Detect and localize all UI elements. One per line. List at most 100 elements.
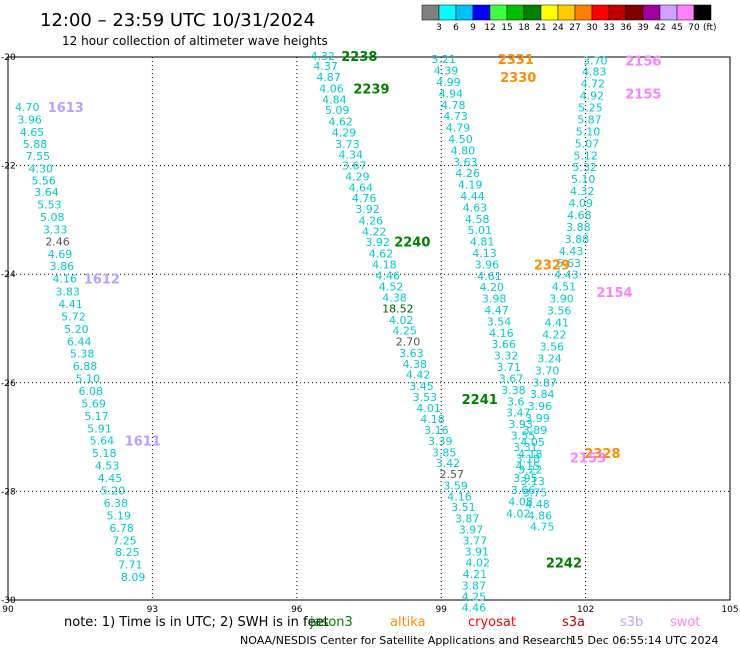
wave-height-value: 3.55 — [511, 429, 536, 442]
wave-height-value: 3.85 — [432, 446, 457, 459]
wave-height-value: 3.22 — [518, 464, 543, 477]
wave-height-value: 4.50 — [448, 133, 473, 146]
wave-height-value: 4.41 — [58, 298, 83, 311]
colorbar-label: 24 — [552, 23, 564, 33]
footer-note: note: 1) Time is in UTC; 2) SWH is in fe… — [64, 615, 329, 630]
wave-height-value: 3.51 — [451, 501, 476, 514]
wave-height-value: 4.21 — [463, 568, 488, 581]
wave-height-value: 3.91 — [465, 546, 490, 559]
wave-height-value: 4.02 — [389, 314, 414, 327]
colorbar-swatch — [540, 4, 559, 21]
x-tick-labels: 90 93 96 99 102 105 — [2, 605, 738, 615]
wave-height-value: 3.95 — [513, 472, 538, 485]
wave-height-value: 4.51 — [552, 281, 577, 294]
wave-height-value: 4.79 — [446, 122, 471, 135]
wave-height-value: 3.93 — [508, 418, 533, 431]
wave-height-value: 3.73 — [335, 138, 360, 151]
footer-credit: NOAA/NESDIS Center for Satellite Applica… — [240, 634, 573, 647]
wave-height-value: 3.83 — [55, 286, 80, 299]
wave-height-value: 3.96 — [17, 113, 42, 126]
wave-height-value: 3.56 — [540, 340, 565, 353]
wave-height-value: 5.91 — [87, 422, 112, 435]
wave-height-value: 3.63 — [399, 347, 424, 360]
pass-number-label: 2240 — [394, 236, 430, 251]
wave-height-value: 3.38 — [501, 384, 526, 397]
pass-number-label: 2239 — [353, 82, 389, 97]
wave-height-value: 3.13 — [520, 475, 545, 488]
wave-height-value: 5.88 — [23, 138, 48, 151]
wave-height-value: 4.18 — [372, 258, 397, 271]
wave-height-value: 5.25 — [578, 101, 603, 114]
wave-height-value: 4.16 — [53, 273, 78, 286]
wave-height-value: 4.02 — [466, 557, 491, 570]
colorbar-label: 18 — [518, 23, 530, 33]
wave-height-value: 4.06 — [319, 82, 344, 95]
wave-height-value: 4.32 — [570, 185, 595, 198]
colorbar-swatch — [523, 4, 542, 21]
wave-height-value: 4.83 — [582, 66, 607, 79]
wave-height-value: 3.77 — [463, 534, 488, 547]
wave-height-value: 3.24 — [537, 352, 562, 365]
y-tick-label: -30 — [1, 596, 16, 606]
satellite-legend: jason3 altika cryosat s3a s3b swot — [309, 615, 700, 630]
pass-number-label: 2330 — [500, 71, 536, 86]
wave-height-value: 3.87 — [462, 579, 487, 592]
wave-height-value: 3.18 — [516, 452, 541, 465]
colorbar-swatch — [591, 4, 610, 21]
pass-number-label: 2153 — [570, 452, 606, 467]
wave-height-value: 3.56 — [547, 305, 572, 318]
wave-height-value: 4.68 — [567, 209, 592, 222]
wave-height-value: 3.70 — [583, 54, 608, 67]
wave-height-value: 5.69 — [81, 397, 106, 410]
pass-number-label: 2156 — [625, 54, 661, 69]
wave-height-value: 3.63 — [453, 156, 478, 169]
wave-height-value: 4.72 — [581, 78, 606, 91]
wave-height-value: 4.46 — [462, 602, 487, 615]
wave-height-value: 3.6 — [507, 395, 525, 408]
wave-height-value: 4.30 — [28, 162, 53, 175]
wave-height-value: 4.42 — [406, 369, 431, 382]
wave-height-value: 4.92 — [580, 90, 605, 103]
wave-height-value: 3.67 — [499, 372, 524, 385]
colorbar-swatch — [438, 4, 457, 21]
wave-height-value: 5.07 — [575, 137, 600, 150]
y-tick-labels: -20 -22 -24 -26 -28 -30 — [1, 53, 16, 606]
wave-height-value: 8.25 — [115, 546, 140, 559]
y-tick-label: -22 — [1, 162, 16, 172]
wave-height-value: 3.21 — [431, 53, 456, 66]
wave-height-value: 4.01 — [416, 402, 441, 415]
colorbar-swatch — [676, 4, 695, 21]
wave-height-value: 4.22 — [542, 328, 567, 341]
wave-height-value: 4.47 — [484, 304, 509, 317]
wave-height-value: 7.55 — [26, 150, 51, 163]
wave-height-value: 3.54 — [487, 315, 512, 328]
pass-number-label: 1613 — [48, 101, 84, 116]
wave-height-value: 5.10 — [576, 125, 601, 138]
wave-height-value: 3.33 — [43, 224, 68, 237]
wave-height-value: 3.47 — [506, 407, 531, 420]
colorbar-label: 36 — [620, 23, 632, 33]
wave-height-value: 4.29 — [332, 126, 357, 139]
wave-height-value: 4.25 — [462, 591, 487, 604]
colorbar-swatch — [574, 4, 593, 21]
pass-number-label: 1612 — [84, 273, 120, 288]
wave-height-value: 4.62 — [369, 248, 394, 261]
pass-number-label: 2154 — [596, 286, 632, 301]
colorbar-label: 3 — [436, 23, 442, 33]
legend-entry-altika: altika — [390, 615, 426, 630]
wave-height-value: 4.16 — [489, 327, 514, 340]
wave-height-value: 4.43 — [554, 269, 579, 282]
wave-height-value: 3.71 — [496, 361, 521, 374]
x-tick-label: 90 — [2, 605, 14, 615]
wave-height-value: 5.38 — [70, 347, 95, 360]
wave-height-value: 4.43 — [559, 245, 584, 258]
wave-height-value: 5.20 — [64, 323, 89, 336]
wave-height-value: 4.46 — [376, 269, 401, 282]
wave-height-value: 4.38 — [382, 292, 407, 305]
x-tick-label: 105 — [721, 605, 738, 615]
wave-height-value: 4.70 — [15, 101, 40, 114]
wave-height-value: 2.46 — [45, 236, 70, 249]
colorbar-label: 27 — [569, 23, 580, 33]
wave-height-value: 3.92 — [365, 236, 390, 249]
